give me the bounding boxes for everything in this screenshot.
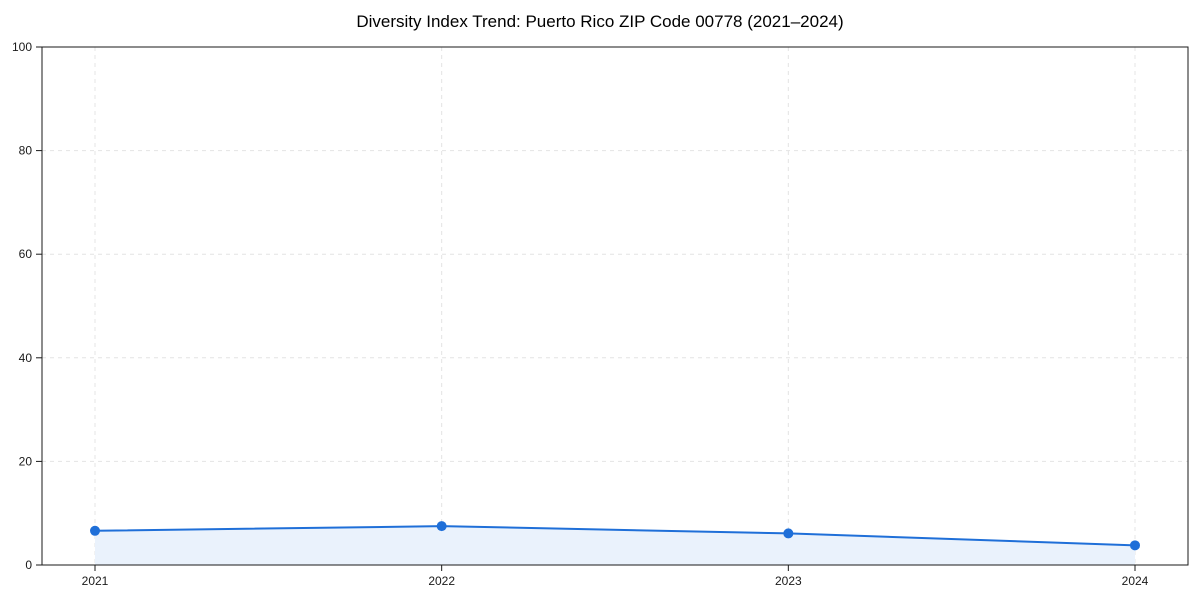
y-tick-label: 100 <box>12 40 32 54</box>
data-point-marker <box>90 525 100 536</box>
data-point-marker <box>783 528 794 539</box>
series-line <box>94 525 1136 547</box>
y-tick-label: 20 <box>19 454 33 468</box>
x-tick-label: 2024 <box>1122 574 1149 588</box>
x-tick-label: 2023 <box>775 574 802 588</box>
y-tick-label: 0 <box>25 558 32 572</box>
y-tick-label: 60 <box>19 247 33 261</box>
y-tick-label: 80 <box>19 144 33 158</box>
chart-title: Diversity Index Trend: Puerto Rico ZIP C… <box>356 12 844 31</box>
plot-border <box>41 46 1189 566</box>
y-tick-label: 40 <box>19 351 33 365</box>
x-tick-label: 2021 <box>82 574 109 588</box>
data-point-marker <box>436 521 447 532</box>
data-point-marker <box>1130 540 1140 551</box>
x-tick-label: 2022 <box>428 574 455 588</box>
area-fill <box>95 526 1135 565</box>
